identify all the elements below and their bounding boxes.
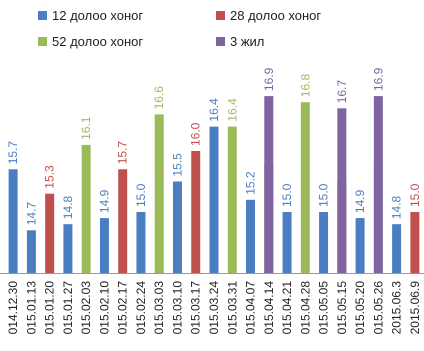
legend-item-52-weeks: 52 долоо хоног: [38, 34, 143, 49]
x-tick-label: 015.03.31: [225, 281, 239, 335]
data-label: 15.0: [134, 183, 148, 207]
x-tick-label: 015.01.20: [43, 281, 57, 335]
bar: [45, 193, 55, 273]
bar: [392, 224, 402, 273]
bar: [209, 126, 219, 273]
data-label: 15.3: [43, 165, 57, 189]
bar: [118, 169, 128, 273]
bar: [172, 181, 182, 273]
bar: [99, 218, 109, 273]
x-tick-label: 015.02.03: [79, 281, 93, 335]
x-tick-label: 015.04.28: [298, 281, 312, 335]
data-label: 15.0: [408, 183, 422, 207]
x-tick-label: 2015.06.9: [408, 281, 422, 335]
data-label: 16.9: [262, 67, 276, 91]
data-label: 15.0: [280, 183, 294, 207]
bar: [300, 102, 310, 273]
data-label: 15.7: [116, 141, 130, 165]
x-tick-label: 015.05.05: [317, 281, 331, 335]
bar: [410, 212, 420, 273]
x-tick-label: 015.04.21: [280, 281, 294, 335]
x-tick-label: 015.05.20: [353, 281, 367, 335]
bar: [8, 169, 18, 273]
legend-label: 12 долоо хоног: [52, 8, 144, 23]
bar: [136, 212, 146, 273]
x-tick-label: 2015.06.3: [390, 281, 404, 335]
data-label: 15.7: [6, 141, 20, 165]
data-label: 15.5: [170, 153, 184, 177]
data-label: 16.8: [298, 74, 312, 98]
bar: [319, 212, 329, 273]
legend: 12 долоо хоног 28 долоо хоног 52 долоо х…: [0, 0, 424, 56]
bar: [282, 212, 292, 273]
x-tick-label: 015.04.14: [262, 281, 276, 335]
bar: [154, 114, 164, 274]
data-label: 16.0: [189, 122, 203, 146]
legend-swatch: [216, 11, 225, 20]
bar: [264, 96, 274, 273]
x-tick-label: 015.05.26: [371, 281, 385, 335]
legend-item-3-years: 3 жил: [216, 34, 264, 49]
bar: [26, 230, 36, 273]
bar: [355, 218, 365, 273]
legend-label: 3 жил: [230, 34, 265, 49]
data-label: 14.7: [24, 202, 38, 226]
data-label: 16.7: [335, 80, 349, 104]
data-label: 16.1: [79, 116, 93, 140]
data-label: 16.4: [225, 98, 239, 122]
legend-swatch: [38, 37, 47, 46]
legend-label: 52 долоо хоног: [52, 34, 144, 49]
data-label: 14.9: [97, 189, 111, 213]
data-label: 14.8: [390, 196, 404, 220]
x-tick-label: 015.03.17: [189, 281, 203, 335]
bar: [81, 144, 91, 273]
legend-item-12-weeks: 12 долоо хоног: [38, 8, 143, 23]
bar: [337, 108, 347, 273]
x-tick-label: 015.03.03: [152, 281, 166, 335]
x-tick-label: 015.05.15: [335, 281, 349, 335]
bar: [227, 126, 237, 273]
bar: [191, 151, 201, 273]
data-label: 16.6: [152, 86, 166, 110]
x-tick-label: 015.02.24: [134, 281, 148, 335]
data-label: 14.8: [61, 196, 75, 220]
data-label: 15.0: [317, 183, 331, 207]
data-label: 16.9: [371, 67, 385, 91]
legend-swatch: [216, 37, 225, 46]
bar: [63, 224, 73, 273]
x-tick-label: 015.01.13: [24, 281, 38, 335]
data-label: 16.4: [207, 98, 221, 122]
data-label: 14.9: [353, 189, 367, 213]
x-tick-label: 015.03.24: [207, 281, 221, 335]
legend-swatch: [38, 11, 47, 20]
x-tick-label: 014.12.30: [6, 281, 20, 335]
legend-item-28-weeks: 28 долоо хоног: [216, 8, 321, 23]
legend-label: 28 долоо хоног: [230, 8, 322, 23]
x-tick-label: 015.03.10: [170, 281, 184, 335]
x-tick-label: 015.04.07: [244, 281, 258, 335]
bar: [246, 199, 256, 273]
data-label: 15.2: [244, 171, 258, 195]
x-tick-label: 015.01.27: [61, 281, 75, 335]
x-tick-label: 015.02.10: [97, 281, 111, 335]
x-tick-label: 015.02.17: [116, 281, 130, 335]
bar: [373, 96, 383, 273]
